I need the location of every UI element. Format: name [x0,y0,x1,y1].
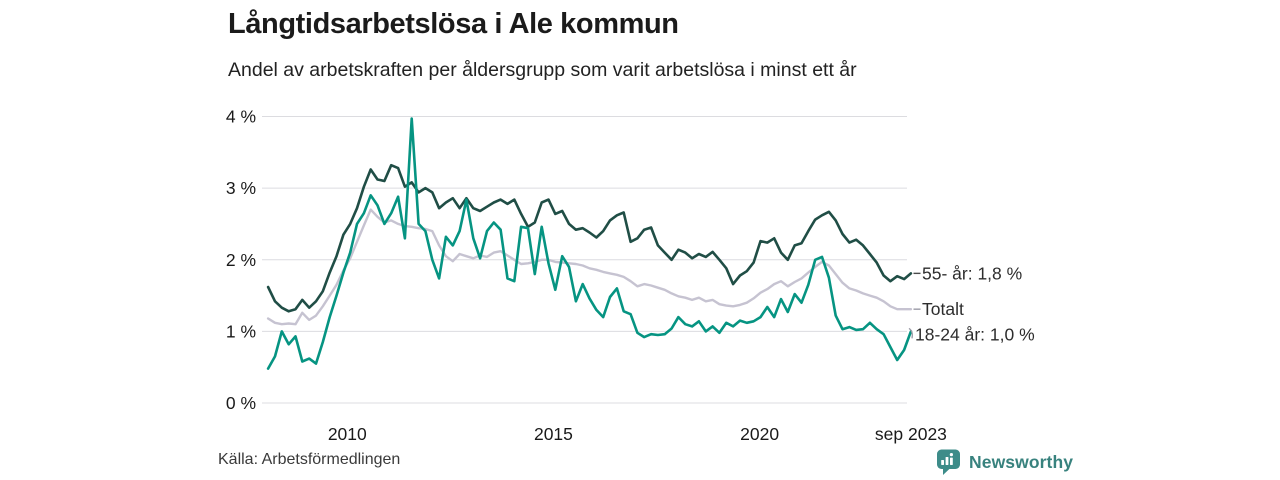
series-end-label-age-55-plus: 55- år: 1,8 % [922,263,1022,283]
y-axis-tick-label: 4 % [226,107,256,127]
series-line-age-18-24 [266,117,913,370]
x-axis-tick-label: 2020 [740,424,779,444]
series-end-label-age-18-24: 18-24 år: 1,0 % [915,324,1035,344]
x-axis-tick-label: 2010 [328,424,367,444]
series-end-label-total: Totalt [922,299,964,319]
x-axis-tick-label: sep 2023 [875,424,947,444]
y-axis-tick-label: 0 % [226,393,256,413]
y-axis-tick-label: 3 % [226,178,256,198]
series-line-age-55-plus [266,163,913,313]
brand-name: Newsworthy [969,452,1074,472]
brand-logo: Newsworthy [936,449,1073,476]
label-leader-age-18-24 [908,327,914,339]
page-title: Långtidsarbetslösa i Ale kommun [228,8,679,40]
page-subtitle: Andel av arbetskraften per åldersgrupp s… [228,59,857,81]
series-line-total [266,208,913,326]
y-axis-tick-label: 1 % [226,321,256,341]
x-axis-tick-label: 2015 [534,424,573,444]
y-axis-tick-label: 2 % [226,250,256,270]
bar-chart-speech-bubble-icon [937,449,960,475]
source-note: Källa: Arbetsförmedlingen [218,451,401,468]
